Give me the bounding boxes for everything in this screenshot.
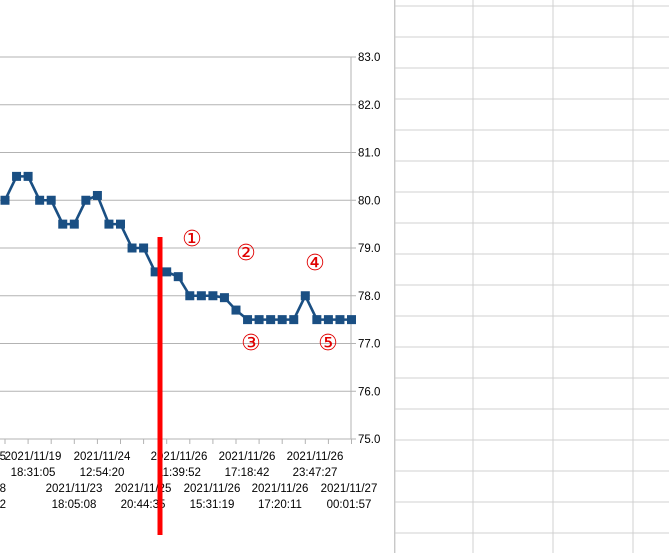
x-tick-label-time: 15:31:19 (190, 499, 235, 511)
data-point (277, 315, 287, 325)
x-tick-label-date: 5 (0, 451, 6, 463)
data-point (139, 243, 149, 253)
data-point (0, 195, 10, 205)
y-tick-label: 76.0 (358, 386, 380, 398)
data-point (300, 291, 310, 301)
data-point (323, 315, 333, 325)
x-tick-label-date: 2021/11/23 (46, 483, 103, 495)
x-tick-label-time: 12:54:20 (80, 467, 125, 479)
data-point (35, 195, 45, 205)
data-point (58, 219, 68, 229)
data-point (162, 267, 172, 277)
x-tick-label-date: 2021/11/26 (287, 451, 344, 463)
y-tick-label: 78.0 (358, 291, 380, 303)
annotation-label: ① (182, 227, 202, 252)
x-tick-label-time: 6:32 (0, 499, 6, 511)
x-tick-label-date: 2021/11/26 (184, 483, 241, 495)
chart-area-background (0, 0, 395, 553)
x-tick-label-date: 2021/11/25 (115, 483, 172, 495)
y-tick-label: 83.0 (358, 52, 380, 64)
x-tick-label-time: 17:20:11 (258, 499, 302, 511)
data-point (254, 315, 264, 325)
y-tick-label: 75.0 (358, 434, 380, 446)
annotation-label: ⑤ (318, 331, 338, 356)
data-point (69, 219, 79, 229)
x-tick-label-date: 2021/11/18 (0, 483, 6, 495)
x-tick-label-time: 17:18:42 (225, 467, 270, 479)
y-tick-label: 81.0 (358, 148, 380, 160)
x-tick-label-time: 18:05:08 (52, 499, 97, 511)
x-tick-label-date: 2021/11/26 (219, 451, 276, 463)
data-point (12, 171, 22, 181)
data-point (173, 272, 183, 282)
data-point (46, 195, 56, 205)
x-tick-label-time: 00:01:57 (327, 499, 372, 511)
annotation-label: ③ (241, 331, 261, 356)
data-point (347, 315, 356, 325)
x-tick-label-date: 2021/11/19 (5, 451, 62, 463)
y-tick-label: 77.0 (358, 339, 380, 351)
x-tick-label-date: 2021/11/26 (151, 451, 208, 463)
data-point (219, 293, 229, 303)
x-tick-label-time: 18:31:05 (11, 467, 56, 479)
x-tick-label-date: 2021/11/26 (252, 483, 309, 495)
x-tick-label-date: 2021/11/24 (74, 451, 131, 463)
data-point (92, 190, 102, 200)
annotation-label: ② (236, 241, 256, 266)
data-point (208, 291, 218, 301)
data-point (196, 291, 206, 301)
data-point (127, 243, 137, 253)
data-point (243, 315, 253, 325)
data-point (231, 305, 241, 315)
x-tick-label-time: 20:44:35 (121, 499, 166, 511)
data-point (335, 315, 345, 325)
annotation-label: ④ (305, 251, 325, 276)
data-point (312, 315, 322, 325)
y-tick-label: 82.0 (358, 100, 380, 112)
data-point (266, 315, 276, 325)
data-point (150, 267, 160, 277)
data-point (185, 291, 195, 301)
x-tick-label-time: 23:47:27 (293, 467, 338, 479)
x-tick-label-date: 2021/11/27 (321, 483, 378, 495)
data-point (81, 195, 91, 205)
y-tick-label: 80.0 (358, 195, 380, 207)
y-tick-label: 79.0 (358, 243, 380, 255)
data-point (23, 171, 33, 181)
data-point (289, 315, 299, 325)
data-point (116, 219, 125, 229)
data-point (104, 219, 114, 229)
x-tick-label-time: 11:39:52 (157, 467, 201, 479)
